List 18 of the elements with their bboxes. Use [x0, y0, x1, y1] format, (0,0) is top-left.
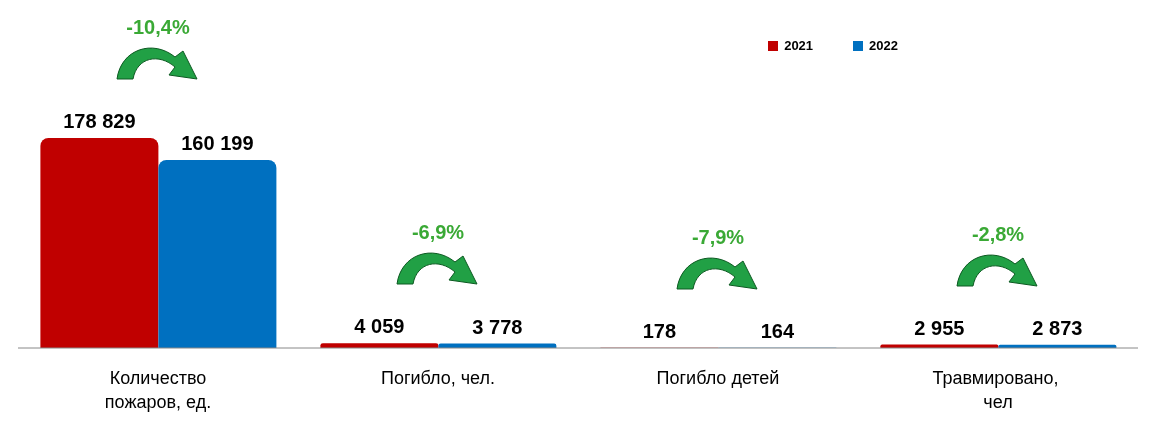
data-label: 164 — [760, 319, 795, 342]
annotation: -6,9% — [411, 221, 465, 245]
annotation: -7,9% — [691, 225, 745, 249]
x-tick-label: Травмировано, чел — [932, 368, 1064, 412]
annotation: -2,8% — [971, 222, 1025, 246]
x-tick-label: Погибло, чел. — [380, 368, 496, 388]
data-label: 3 778 — [472, 315, 523, 338]
data-label: 2 955 — [914, 316, 965, 339]
data-label: 4 059 — [354, 315, 405, 338]
x-tick-label: Погибло детей — [656, 368, 780, 388]
data-label: 2 873 — [1032, 316, 1083, 339]
data-label: 160 199 — [181, 131, 254, 154]
legend-label: 2022 — [869, 38, 898, 53]
data-label: 178 — [642, 319, 677, 342]
data-label: 178 829 — [63, 110, 136, 132]
text: -10,4% — [126, 16, 190, 39]
legend-label: 2021 — [784, 38, 814, 53]
x-tick-label: Количество пожаров, ед. — [104, 368, 212, 412]
